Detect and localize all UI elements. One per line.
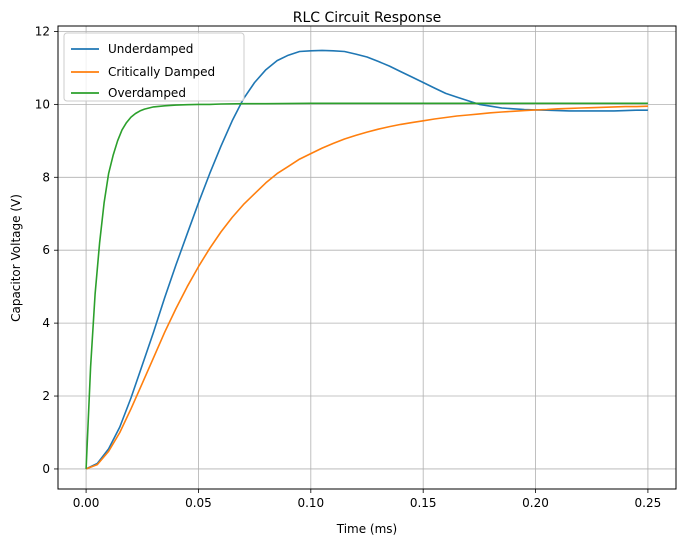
y-tick-label: 4 (42, 316, 50, 330)
x-tick-label: 0.05 (185, 496, 212, 510)
x-axis-label: Time (ms) (336, 522, 398, 536)
axis-ticks: 0.00 0.05 0.10 0.15 0.20 0.25 0 2 4 6 8 10 12 (35, 24, 662, 510)
series-lines (85, 49, 648, 470)
legend-label-underdamped: Underdamped (108, 42, 193, 56)
x-tick-label: 0.10 (297, 496, 324, 510)
legend: Underdamped Critically Damped Overdamped (63, 32, 245, 102)
y-tick-label: 6 (42, 243, 50, 257)
x-tick-label: 0.15 (410, 496, 437, 510)
y-tick-label: 0 (42, 462, 50, 476)
series-line-overdamped (85, 102, 648, 469)
x-tick-label: 0.00 (73, 496, 100, 510)
y-tick-label: 8 (42, 170, 50, 184)
legend-box (63, 32, 245, 102)
y-tick-label: 12 (35, 24, 50, 38)
y-tick-label: 10 (35, 97, 50, 111)
legend-label-overdamped: Overdamped (108, 86, 186, 100)
x-tick-label: 0.25 (635, 496, 662, 510)
x-tick-label: 0.20 (522, 496, 549, 510)
legend-label-critically-damped: Critically Damped (108, 65, 215, 79)
series-line-underdamped (85, 49, 648, 470)
series-line-critically-damped (85, 105, 648, 470)
chart-title: RLC Circuit Response (293, 10, 442, 26)
y-axis-label: Capacitor Voltage (V) (9, 194, 23, 322)
y-tick-label: 2 (42, 389, 50, 403)
plot-frame (57, 25, 677, 490)
